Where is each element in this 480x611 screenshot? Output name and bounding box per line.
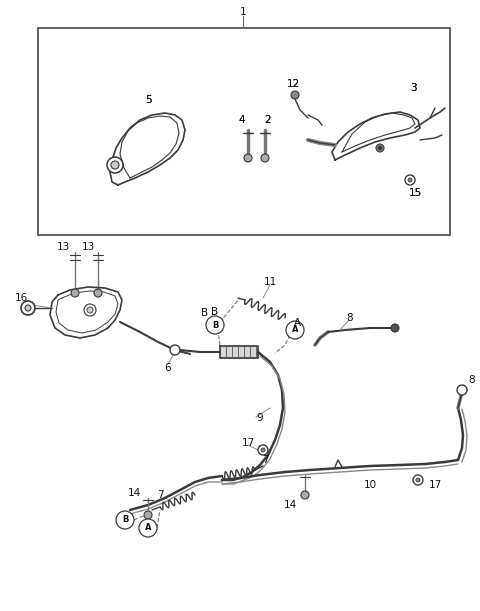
Text: 11: 11 (264, 277, 276, 287)
Text: B: B (202, 308, 209, 318)
Text: A: A (293, 318, 300, 328)
Text: 15: 15 (408, 188, 421, 198)
Circle shape (139, 519, 157, 537)
Circle shape (21, 301, 35, 315)
Circle shape (244, 154, 252, 162)
Text: 4: 4 (239, 115, 245, 125)
Text: B: B (211, 307, 218, 317)
Text: 5: 5 (144, 95, 151, 105)
Text: 7: 7 (156, 490, 163, 500)
Text: 13: 13 (82, 242, 95, 252)
Circle shape (286, 321, 304, 339)
Circle shape (261, 448, 265, 452)
Text: 1: 1 (240, 7, 246, 17)
Circle shape (170, 345, 180, 355)
Circle shape (258, 445, 268, 455)
Circle shape (107, 157, 123, 173)
Circle shape (376, 144, 384, 152)
Text: 3: 3 (410, 83, 416, 93)
Text: 2: 2 (264, 115, 271, 125)
Circle shape (457, 385, 467, 395)
Text: A: A (292, 326, 298, 334)
Text: 13: 13 (56, 242, 70, 252)
Circle shape (378, 146, 382, 150)
Circle shape (71, 289, 79, 297)
Circle shape (84, 304, 96, 316)
Text: 15: 15 (408, 188, 421, 198)
Text: 3: 3 (410, 83, 416, 93)
Circle shape (405, 175, 415, 185)
Text: 8: 8 (468, 375, 475, 385)
Circle shape (144, 511, 152, 519)
Text: B: B (122, 516, 128, 524)
Circle shape (261, 154, 269, 162)
Circle shape (416, 478, 420, 482)
Circle shape (408, 178, 412, 182)
Circle shape (391, 324, 399, 332)
Text: 5: 5 (144, 95, 151, 105)
Circle shape (116, 511, 134, 529)
Text: 6: 6 (165, 363, 171, 373)
Text: 7: 7 (262, 455, 268, 465)
Circle shape (206, 316, 224, 334)
Text: 2: 2 (264, 115, 271, 125)
Circle shape (301, 491, 309, 499)
Bar (38, 28, 450, 235)
Circle shape (94, 289, 102, 297)
Text: 17: 17 (428, 480, 442, 490)
Text: 12: 12 (287, 79, 300, 89)
Circle shape (111, 161, 119, 169)
Text: 17: 17 (241, 438, 254, 448)
Text: 16: 16 (15, 293, 28, 303)
Circle shape (413, 475, 423, 485)
Text: 14: 14 (127, 488, 141, 498)
Text: 10: 10 (363, 480, 377, 490)
Text: B: B (212, 321, 218, 329)
Text: 8: 8 (347, 313, 353, 323)
Text: 9: 9 (257, 413, 264, 423)
Text: 4: 4 (239, 115, 245, 125)
Circle shape (291, 91, 299, 99)
Text: 14: 14 (283, 500, 297, 510)
Text: A: A (145, 524, 151, 533)
Circle shape (25, 305, 31, 311)
Circle shape (87, 307, 93, 313)
Text: 12: 12 (287, 79, 300, 89)
